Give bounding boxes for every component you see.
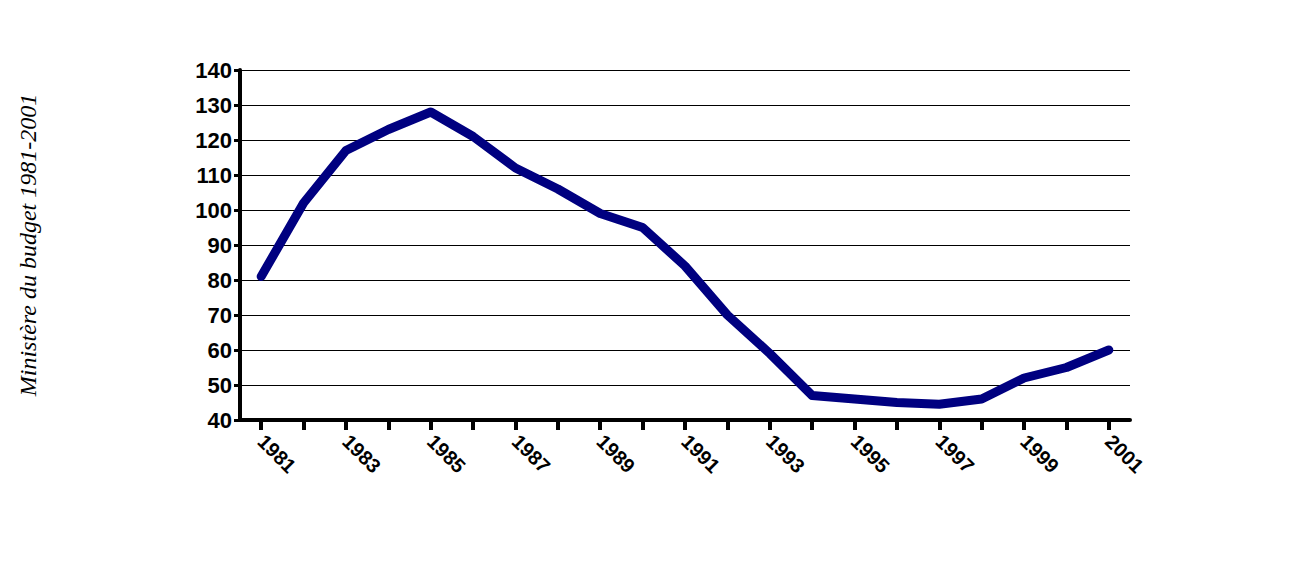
svg-text:90: 90 (208, 233, 232, 258)
svg-text:1997: 1997 (932, 430, 979, 477)
svg-text:Ministère du budget 1981-2001: Ministère du budget 1981-2001 (15, 94, 41, 397)
svg-text:1999: 1999 (1016, 430, 1063, 477)
svg-text:2001: 2001 (1101, 430, 1148, 477)
svg-text:110: 110 (197, 163, 233, 188)
svg-text:80: 80 (208, 268, 232, 293)
svg-text:1983: 1983 (338, 430, 385, 477)
svg-text:1993: 1993 (762, 430, 809, 477)
svg-text:40: 40 (208, 408, 232, 433)
svg-text:70: 70 (208, 303, 232, 328)
svg-text:1995: 1995 (847, 430, 894, 477)
svg-text:1991: 1991 (677, 430, 724, 477)
svg-text:120: 120 (195, 128, 232, 153)
svg-text:100: 100 (195, 198, 232, 223)
svg-text:1981: 1981 (253, 430, 300, 477)
svg-text:140: 140 (195, 58, 232, 83)
svg-text:60: 60 (208, 338, 232, 363)
svg-text:1985: 1985 (423, 430, 470, 477)
svg-text:1989: 1989 (592, 430, 639, 477)
svg-text:50: 50 (208, 373, 232, 398)
svg-text:130: 130 (195, 93, 232, 118)
svg-text:1987: 1987 (508, 430, 555, 477)
